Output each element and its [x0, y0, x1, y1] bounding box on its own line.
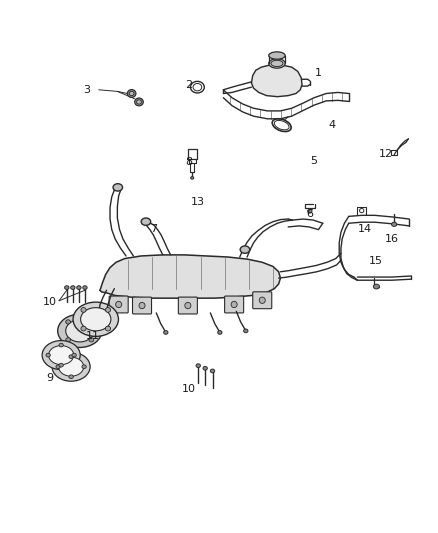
- Ellipse shape: [69, 355, 73, 359]
- Text: 11: 11: [86, 331, 100, 341]
- Ellipse shape: [392, 222, 397, 227]
- Ellipse shape: [106, 326, 110, 331]
- Ellipse shape: [231, 301, 237, 308]
- Ellipse shape: [66, 338, 71, 342]
- Ellipse shape: [244, 329, 248, 333]
- Text: 14: 14: [358, 223, 372, 233]
- Ellipse shape: [59, 364, 64, 367]
- Text: 6: 6: [306, 209, 313, 219]
- Ellipse shape: [127, 90, 136, 98]
- FancyBboxPatch shape: [133, 297, 152, 314]
- Text: 10: 10: [42, 297, 57, 308]
- Ellipse shape: [81, 308, 86, 312]
- Ellipse shape: [210, 369, 215, 373]
- Ellipse shape: [42, 341, 80, 369]
- Ellipse shape: [72, 353, 76, 357]
- Ellipse shape: [129, 91, 134, 95]
- Ellipse shape: [66, 320, 94, 342]
- Ellipse shape: [69, 375, 73, 378]
- Ellipse shape: [240, 246, 250, 253]
- Text: 1: 1: [315, 68, 322, 78]
- Ellipse shape: [66, 320, 71, 324]
- Text: 13: 13: [191, 197, 205, 207]
- Text: 12: 12: [378, 149, 392, 159]
- Text: 10: 10: [182, 384, 196, 394]
- FancyBboxPatch shape: [253, 292, 272, 309]
- Ellipse shape: [134, 98, 143, 106]
- Ellipse shape: [137, 100, 141, 104]
- FancyBboxPatch shape: [109, 296, 128, 313]
- Text: 16: 16: [385, 234, 399, 244]
- Ellipse shape: [307, 209, 312, 213]
- Ellipse shape: [196, 364, 201, 368]
- Ellipse shape: [58, 314, 102, 348]
- Ellipse shape: [185, 302, 191, 309]
- Ellipse shape: [52, 352, 90, 381]
- Ellipse shape: [271, 60, 283, 67]
- Ellipse shape: [81, 308, 111, 331]
- Ellipse shape: [49, 345, 74, 365]
- Ellipse shape: [77, 286, 81, 289]
- Ellipse shape: [141, 218, 151, 225]
- Ellipse shape: [113, 184, 123, 191]
- Text: 3: 3: [84, 85, 91, 95]
- Ellipse shape: [89, 320, 94, 324]
- Ellipse shape: [56, 365, 60, 368]
- Ellipse shape: [373, 284, 379, 289]
- Text: 7: 7: [150, 223, 157, 233]
- Ellipse shape: [83, 286, 87, 289]
- Ellipse shape: [59, 343, 64, 347]
- FancyBboxPatch shape: [225, 296, 244, 313]
- Text: 15: 15: [368, 256, 382, 266]
- Ellipse shape: [269, 59, 285, 68]
- FancyBboxPatch shape: [178, 297, 198, 314]
- Ellipse shape: [191, 176, 194, 179]
- Ellipse shape: [65, 286, 69, 289]
- Text: 9: 9: [46, 373, 53, 383]
- Text: 5: 5: [310, 156, 317, 166]
- Polygon shape: [251, 65, 302, 96]
- Ellipse shape: [59, 357, 84, 376]
- Ellipse shape: [106, 308, 110, 312]
- Ellipse shape: [73, 302, 118, 336]
- Text: 8: 8: [185, 157, 192, 167]
- Ellipse shape: [116, 301, 122, 308]
- Ellipse shape: [218, 330, 222, 334]
- Ellipse shape: [259, 297, 265, 303]
- Ellipse shape: [89, 338, 94, 342]
- Ellipse shape: [82, 365, 86, 368]
- Ellipse shape: [81, 326, 86, 331]
- Ellipse shape: [203, 367, 207, 370]
- Ellipse shape: [269, 52, 285, 59]
- Ellipse shape: [164, 330, 168, 334]
- Text: 2: 2: [185, 79, 192, 90]
- Ellipse shape: [46, 353, 50, 357]
- Polygon shape: [100, 255, 280, 298]
- Ellipse shape: [139, 302, 145, 309]
- Ellipse shape: [71, 286, 75, 289]
- Text: 4: 4: [329, 120, 336, 130]
